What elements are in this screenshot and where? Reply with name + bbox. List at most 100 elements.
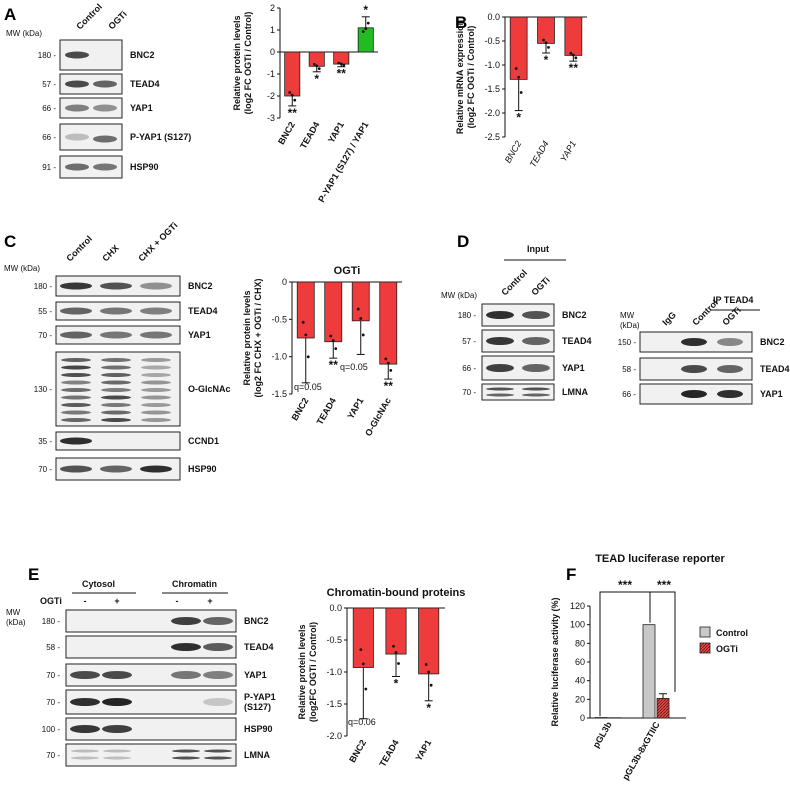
band — [102, 725, 132, 733]
y-tick-label: -3 — [267, 113, 275, 123]
smear-band — [61, 381, 91, 385]
smear-band — [141, 388, 171, 392]
lane-label: CHX — [100, 243, 121, 264]
blot-label: TEAD4 — [188, 306, 218, 316]
band — [204, 750, 232, 753]
minus-sign: - — [176, 596, 179, 606]
y-tick-label: -1.0 — [484, 60, 500, 70]
blot-label: YAP1 — [244, 670, 267, 680]
chart-title: TEAD luciferase reporter — [595, 553, 725, 565]
smear-band — [141, 418, 171, 422]
mw-marker: 180 - — [38, 51, 57, 60]
blot-label: TEAD4 — [760, 364, 790, 374]
bar — [538, 17, 555, 43]
band — [172, 757, 200, 760]
data-point — [359, 317, 362, 320]
y-tick-label: -2 — [267, 91, 275, 101]
band — [717, 338, 743, 346]
y-axis-label: Relative luciferase activity (%) — [550, 597, 560, 726]
mw-marker: 35 - — [38, 437, 52, 446]
bar — [325, 282, 342, 342]
data-point — [515, 67, 518, 70]
bar — [386, 608, 406, 654]
ip-header: IP TEAD4 — [713, 295, 753, 305]
band — [70, 725, 100, 733]
band — [172, 750, 200, 753]
chart-panel-a: -3-2-1012Relative protein levels(log2 FC… — [232, 3, 378, 204]
smear-band — [101, 388, 131, 392]
data-point — [545, 41, 548, 44]
smear-band — [61, 418, 91, 422]
band — [100, 466, 132, 473]
data-point — [362, 30, 365, 33]
band — [486, 364, 514, 372]
minus-sign: - — [84, 596, 87, 606]
y-tick-label: 1 — [270, 25, 275, 35]
ogti-label: OGTi — [40, 596, 62, 606]
chromatin-header: Chromatin — [172, 579, 217, 589]
y-tick-label: -0.5 — [326, 635, 342, 645]
y-tick-label: 80 — [575, 638, 585, 648]
data-point — [334, 347, 337, 350]
band — [65, 134, 89, 141]
data-point — [313, 63, 316, 66]
data-point — [572, 54, 575, 57]
lane-label: Control — [499, 268, 529, 298]
smear-band — [101, 396, 131, 400]
y-tick-label: 60 — [575, 657, 585, 667]
x-tick-label: O-GlcNAc — [363, 396, 393, 438]
mw-marker: 70 - — [462, 388, 476, 397]
mw-marker: 66 - — [42, 104, 56, 113]
smear-band — [61, 403, 91, 407]
blot-label: YAP1 — [562, 363, 585, 373]
bar — [309, 52, 324, 66]
lane-label: OGTi — [720, 305, 743, 328]
data-point — [304, 333, 307, 336]
panel-label-f: F — [566, 565, 576, 584]
band — [486, 337, 514, 345]
y-tick-label: 2 — [270, 3, 275, 13]
band — [522, 364, 550, 372]
bar — [334, 52, 349, 64]
y-tick-label: -1.5 — [484, 84, 500, 94]
band — [93, 164, 117, 171]
smear-band — [61, 358, 91, 362]
blot-label: HSP90 — [188, 464, 217, 474]
data-point — [362, 334, 365, 337]
data-point — [340, 63, 343, 66]
cytosol-header: Cytosol — [82, 579, 115, 589]
legend-swatch — [700, 643, 710, 653]
band — [71, 757, 99, 760]
bar — [285, 52, 300, 96]
band — [65, 52, 89, 59]
y-tick-label: 0 — [282, 277, 287, 287]
data-point — [397, 662, 400, 665]
x-tick-label: TEAD4 — [528, 139, 551, 169]
smear-band — [61, 396, 91, 400]
data-point — [367, 22, 370, 25]
data-point — [425, 663, 428, 666]
y-axis-label-line: (log2FC OGTi / Control) — [308, 622, 318, 722]
x-tick-label: YAP1 — [345, 396, 365, 421]
band — [100, 283, 132, 290]
mw-marker: 55 - — [38, 307, 52, 316]
x-tick-label: BNC2 — [503, 139, 524, 165]
significance-mark: *** — [657, 578, 671, 592]
significance-mark: ** — [288, 106, 298, 120]
band — [60, 332, 92, 339]
x-tick-label: TEAD4 — [315, 396, 338, 427]
mw-header-ip-line: (kDa) — [620, 321, 640, 330]
data-point — [384, 358, 387, 361]
band — [60, 438, 92, 445]
mw-header: MW (kDa) — [6, 608, 26, 627]
panel-label-d: D — [457, 232, 469, 251]
band — [486, 311, 514, 319]
band — [204, 757, 232, 760]
bar — [297, 282, 314, 338]
mw-marker: 70 - — [46, 671, 60, 680]
band — [100, 332, 132, 339]
blot-label: BNC2 — [188, 281, 213, 291]
y-axis-label-line: Relative mRNA expression — [455, 20, 465, 134]
significance-mark: * — [314, 72, 319, 86]
y-tick-label: 120 — [570, 601, 585, 611]
